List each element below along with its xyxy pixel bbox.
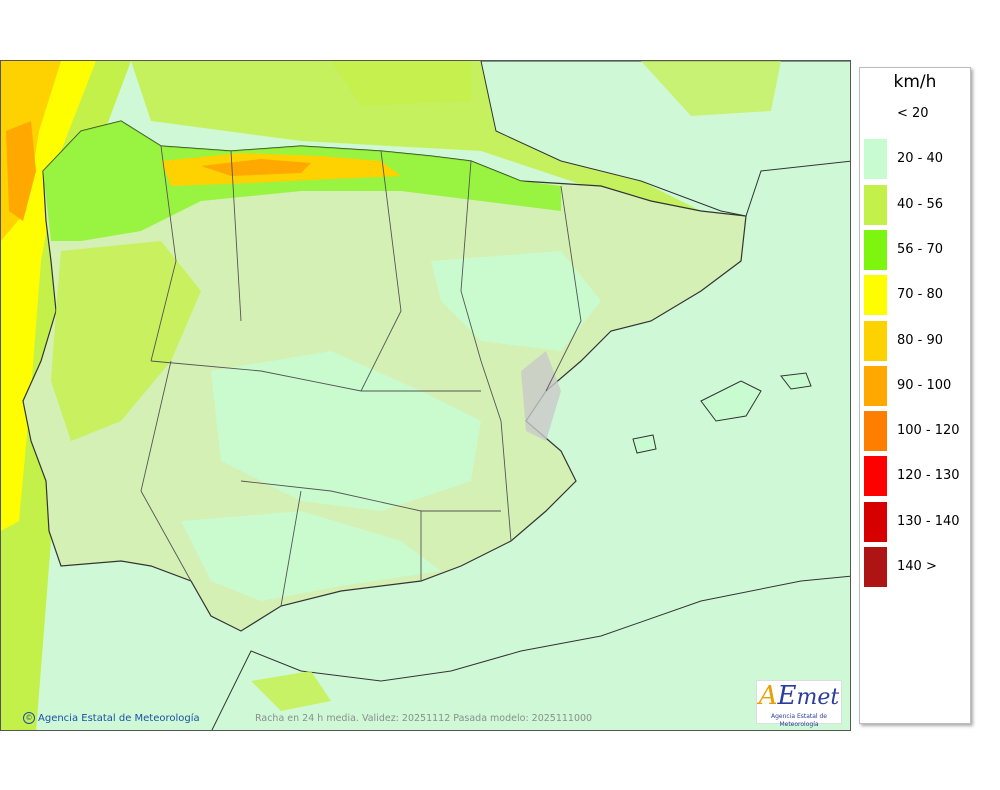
- ebro-calm-zone: [431, 251, 601, 351]
- atlantic-peak-zone: [6, 121, 36, 221]
- copyright-icon: ©: [23, 712, 35, 724]
- legend-swatch: [864, 365, 887, 406]
- map-canvas: [1, 61, 850, 730]
- region-borders: [140, 145, 582, 607]
- agency-credit-text: Agencia Estatal de Meteorología: [38, 713, 200, 724]
- legend-swatch: [864, 456, 887, 497]
- africa-gust-zone: [251, 671, 331, 711]
- aemet-logo: AEmet Agencia Estatal de Meteorología: [756, 680, 842, 728]
- legend-label: 40 - 56: [897, 196, 944, 212]
- relief-shading: [521, 351, 561, 441]
- legend-label: 100 - 120: [897, 423, 960, 439]
- legend-unit: km/h: [893, 72, 937, 92]
- france-gust-zone: [331, 61, 471, 106]
- south-calm-zone: [181, 511, 441, 601]
- legend-label: 90 - 100: [897, 377, 952, 393]
- west-zone: [51, 241, 201, 441]
- legend-swatch: [864, 184, 887, 225]
- north-band: [43, 121, 561, 241]
- legend-label: 120 - 130: [897, 468, 960, 484]
- ibiza: [632, 434, 657, 454]
- legend-swatch: [864, 411, 887, 452]
- legend-label: 56 - 70: [897, 241, 944, 257]
- legend-swatch: [864, 94, 887, 134]
- legend-label: 20 - 40: [897, 151, 944, 167]
- legend-swatch: [864, 229, 887, 270]
- legend-swatch: [864, 547, 887, 587]
- legend-label: 70 - 80: [897, 287, 944, 303]
- mallorca: [700, 380, 762, 422]
- gulf-lion-gust-zone: [641, 61, 781, 116]
- legend-swatch: [864, 139, 887, 180]
- cantabrian-peak-zone: [201, 159, 311, 176]
- biscay-gust-zone: [131, 61, 721, 231]
- map-caption: Racha en 24 h media. Validez: 20251112 P…: [255, 713, 593, 724]
- legend-label: < 20: [897, 106, 929, 121]
- legend-label: 140 >: [897, 559, 937, 574]
- legend-label: 130 - 140: [897, 513, 960, 529]
- legend-swatch: [864, 501, 887, 542]
- legend-swatch: [864, 320, 887, 361]
- north-africa: [211, 575, 850, 730]
- legend-label: 80 - 90: [897, 332, 944, 348]
- aemet-logo-subtitle: Agencia Estatal de Meteorología: [770, 713, 827, 728]
- wind-legend: km/h < 20 20 - 40 40 - 56 56 - 70 70 - 80 80 …: [859, 67, 971, 724]
- legend-swatch: [864, 275, 887, 316]
- agency-credit: © Agencia Estatal de Meteorología: [23, 712, 200, 724]
- wind-gust-map: © Agencia Estatal de Meteorología Racha e…: [0, 60, 851, 731]
- menorca: [780, 372, 812, 390]
- aemet-logo-brand: AEmet: [758, 681, 840, 711]
